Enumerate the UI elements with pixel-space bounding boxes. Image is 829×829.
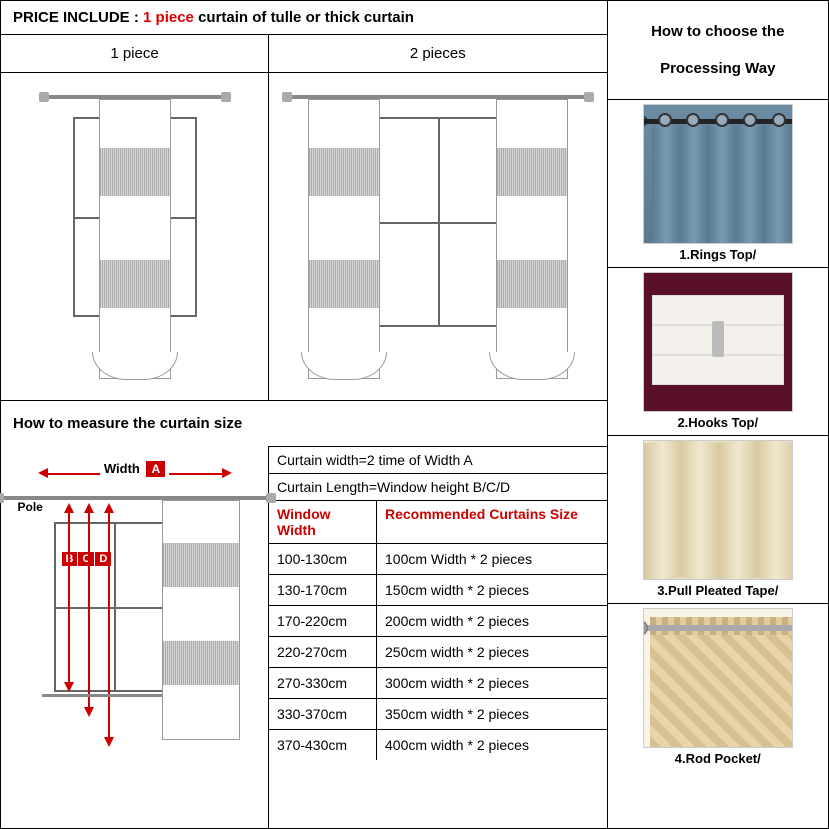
size-table-header: Window Width Recommended Curtains Size	[269, 501, 607, 544]
size-row: 270-330cm300cm width * 2 pieces	[269, 668, 607, 699]
infographic-container: PRICE INCLUDE : 1 piece curtain of tulle…	[0, 0, 829, 829]
one-piece-diagram	[55, 87, 215, 387]
size-row: 170-220cm200cm width * 2 pieces	[269, 606, 607, 637]
processing-header: How to choose the Processing Way	[608, 1, 828, 100]
width-a-badge: A	[146, 461, 165, 477]
processing-title-1: How to choose the	[618, 23, 818, 40]
two-pieces-diagram	[298, 87, 578, 387]
one-piece-cell	[1, 73, 269, 400]
size-row-recommended: 350cm width * 2 pieces	[377, 699, 607, 729]
right-column: How to choose the Processing Way 1.Rings…	[608, 1, 828, 828]
rings-top-image	[643, 104, 793, 244]
header-window-width: Window Width	[269, 501, 377, 543]
measure-diagram: Width A Pole B C D	[10, 450, 260, 750]
pieces-images-row	[1, 73, 607, 401]
pole-label: Pole	[18, 500, 43, 514]
header-recommended: Recommended Curtains Size	[377, 501, 607, 543]
rod-pocket-label: 4.Rod Pocket/	[675, 748, 761, 769]
size-row-width: 370-430cm	[269, 730, 377, 760]
size-row: 100-130cm100cm Width * 2 pieces	[269, 544, 607, 575]
size-row-width: 220-270cm	[269, 637, 377, 667]
size-row-recommended: 300cm width * 2 pieces	[377, 668, 607, 698]
size-row: 330-370cm350cm width * 2 pieces	[269, 699, 607, 730]
hooks-top-image	[643, 272, 793, 412]
price-suffix: curtain of tulle or thick curtain	[198, 9, 414, 26]
size-row-width: 270-330cm	[269, 668, 377, 698]
measure-title: How to measure the curtain size	[1, 401, 607, 446]
size-table: Curtain width=2 time of Width A Curtain …	[269, 446, 607, 828]
size-row-recommended: 200cm width * 2 pieces	[377, 606, 607, 636]
arrow-d	[108, 505, 110, 745]
pleated-tape-label: 3.Pull Pleated Tape/	[657, 580, 778, 601]
processing-item-pleated: 3.Pull Pleated Tape/	[608, 436, 828, 604]
formula-width: Curtain width=2 time of Width A	[269, 446, 607, 474]
width-label: Width	[104, 461, 140, 476]
arrow-b	[68, 505, 70, 690]
price-include-row: PRICE INCLUDE : 1 piece curtain of tulle…	[1, 1, 607, 35]
processing-title-2: Processing Way	[618, 60, 818, 77]
size-rows: 100-130cm100cm Width * 2 pieces130-170cm…	[269, 544, 607, 760]
processing-item-rings: 1.Rings Top/	[608, 100, 828, 268]
size-row-width: 330-370cm	[269, 699, 377, 729]
two-pieces-header: 2 pieces	[269, 35, 607, 72]
two-pieces-cell	[269, 73, 607, 400]
formula-length: Curtain Length=Window height B/C/D	[269, 474, 607, 501]
left-column: PRICE INCLUDE : 1 piece curtain of tulle…	[1, 1, 608, 828]
rings-top-label: 1.Rings Top/	[679, 244, 756, 265]
size-row: 220-270cm250cm width * 2 pieces	[269, 637, 607, 668]
size-row-recommended: 400cm width * 2 pieces	[377, 730, 607, 760]
size-row: 130-170cm150cm width * 2 pieces	[269, 575, 607, 606]
size-row-recommended: 150cm width * 2 pieces	[377, 575, 607, 605]
arrow-c	[88, 505, 90, 715]
size-row-recommended: 100cm Width * 2 pieces	[377, 544, 607, 574]
processing-item-rod-pocket: 4.Rod Pocket/	[608, 604, 828, 771]
size-row-recommended: 250cm width * 2 pieces	[377, 637, 607, 667]
size-row-width: 100-130cm	[269, 544, 377, 574]
measure-row: Width A Pole B C D	[1, 446, 607, 828]
measure-diagram-cell: Width A Pole B C D	[1, 446, 269, 828]
processing-item-hooks: 2.Hooks Top/	[608, 268, 828, 436]
size-row-width: 170-220cm	[269, 606, 377, 636]
pieces-header-row: 1 piece 2 pieces	[1, 35, 607, 73]
price-qty: 1 piece	[143, 9, 194, 26]
c-badge: C	[78, 552, 94, 566]
size-row: 370-430cm400cm width * 2 pieces	[269, 730, 607, 760]
pleated-tape-image	[643, 440, 793, 580]
hooks-top-label: 2.Hooks Top/	[677, 412, 758, 433]
width-arrow: Width A	[38, 460, 232, 478]
rod-pocket-image	[643, 608, 793, 748]
one-piece-header: 1 piece	[1, 35, 269, 72]
size-row-width: 130-170cm	[269, 575, 377, 605]
price-label: PRICE INCLUDE :	[13, 9, 139, 26]
